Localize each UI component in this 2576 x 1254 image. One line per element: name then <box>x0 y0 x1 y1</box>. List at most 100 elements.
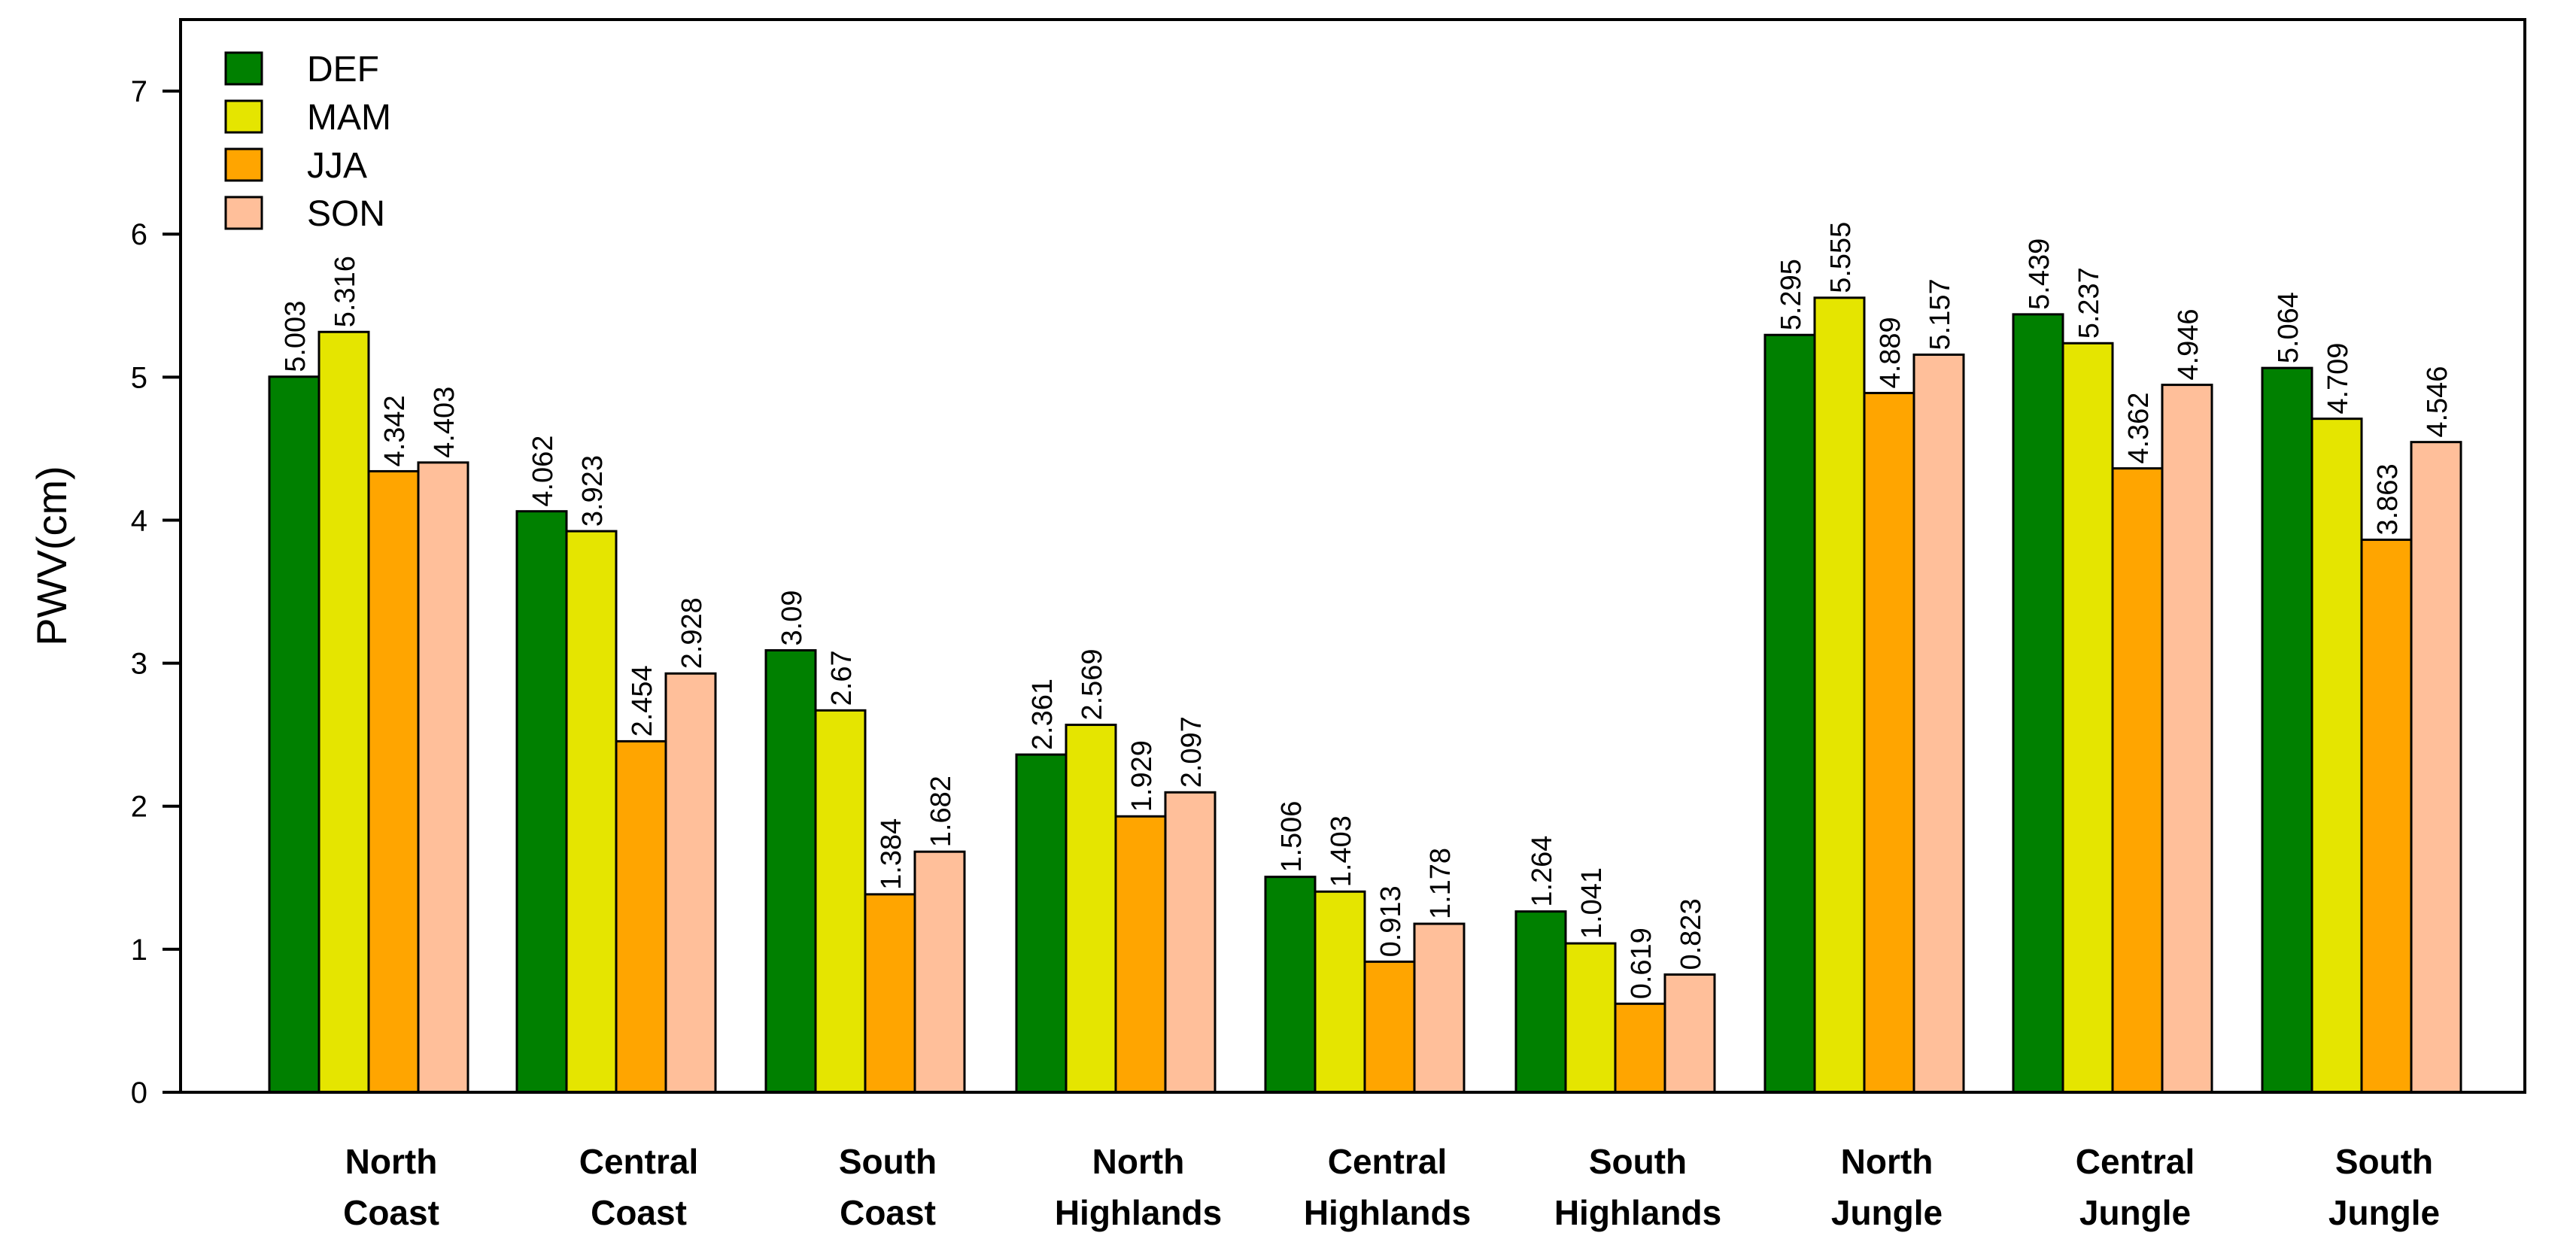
legend-swatch-def <box>224 51 263 86</box>
value-label-jja-1: 2.454 <box>627 665 658 736</box>
bar-jja-7 <box>2111 467 2164 1094</box>
legend-swatch-mam <box>224 99 263 134</box>
value-label-mam-2: 2.67 <box>826 650 858 706</box>
bar-son-3 <box>1164 791 1217 1094</box>
value-label-def-5: 1.264 <box>1526 836 1558 907</box>
value-label-son-3: 2.097 <box>1176 716 1208 788</box>
bar-jja-1 <box>615 739 667 1094</box>
x-category-label-1: Central Coast <box>579 1142 698 1232</box>
bar-jja-5 <box>1614 1002 1666 1094</box>
bar-def-1 <box>515 510 568 1094</box>
x-category-label-6: North Jungle <box>1831 1142 1943 1232</box>
bar-def-6 <box>1763 333 1816 1094</box>
value-label-jja-4: 0.913 <box>1375 885 1407 957</box>
value-label-jja-8: 3.863 <box>2372 463 2404 535</box>
value-label-son-0: 4.403 <box>429 387 460 458</box>
bar-jja-8 <box>2360 539 2413 1094</box>
value-label-mam-4: 1.403 <box>1326 815 1357 887</box>
bar-son-2 <box>913 850 966 1094</box>
value-label-son-2: 1.682 <box>925 776 957 847</box>
y-axis: 0 1 2 3 4 5 6 7 <box>131 75 181 1110</box>
bar-son-5 <box>1663 973 1716 1094</box>
value-label-def-4: 1.506 <box>1276 801 1308 873</box>
value-label-def-1: 4.062 <box>527 436 559 507</box>
bar-jja-2 <box>864 893 916 1094</box>
value-label-jja-6: 4.889 <box>1875 317 1906 388</box>
y-tick-label-7: 7 <box>131 75 147 108</box>
bar-son-0 <box>417 461 469 1094</box>
bar-jja-0 <box>367 469 420 1094</box>
bars-group <box>268 296 2462 1094</box>
bar-def-3 <box>1015 753 1068 1094</box>
value-label-jja-7: 4.362 <box>2123 393 2155 464</box>
plot-frame <box>179 18 2526 1094</box>
value-label-mam-7: 5.237 <box>2073 267 2105 339</box>
value-label-son-8: 4.546 <box>2422 366 2453 438</box>
value-label-def-3: 2.361 <box>1027 679 1059 750</box>
bar-def-5 <box>1514 910 1567 1094</box>
value-label-mam-1: 3.923 <box>577 455 609 527</box>
bar-mam-2 <box>814 709 867 1094</box>
legend-swatch-son <box>224 196 263 230</box>
x-category-labels: North Coast Central Coast South Coast North Hig… <box>343 1142 2440 1232</box>
value-label-def-6: 5.295 <box>1776 259 1807 330</box>
bar-son-6 <box>1912 353 1965 1094</box>
value-label-def-7: 5.439 <box>2024 238 2055 310</box>
value-label-def-8: 5.064 <box>2273 292 2304 363</box>
legend-label-jja: JJA <box>307 146 367 186</box>
bar-mam-0 <box>317 330 370 1094</box>
value-label-son-7: 4.946 <box>2173 309 2204 381</box>
x-category-label-7: Central Jungle <box>2076 1142 2195 1232</box>
value-label-mam-3: 2.569 <box>1077 648 1108 720</box>
legend-label-son: SON <box>307 194 385 234</box>
y-tick-label-0: 0 <box>131 1076 147 1110</box>
y-tick-label-5: 5 <box>131 361 147 394</box>
x-category-label-4: Central Highlands <box>1304 1142 1471 1232</box>
y-axis-label: PWV(cm) <box>28 466 75 646</box>
bar-son-7 <box>2161 384 2213 1094</box>
bar-def-7 <box>2012 313 2064 1094</box>
value-label-son-4: 1.178 <box>1425 848 1457 919</box>
bar-def-0 <box>268 375 320 1094</box>
bar-son-4 <box>1413 922 1466 1094</box>
legend-label-def: DEF <box>307 50 379 90</box>
y-tick-label-3: 3 <box>131 648 147 681</box>
bar-mam-6 <box>1813 296 1866 1094</box>
value-label-jja-5: 0.619 <box>1626 928 1657 999</box>
bar-def-8 <box>2261 366 2313 1094</box>
value-label-son-5: 0.823 <box>1675 898 1707 970</box>
value-label-mam-5: 1.041 <box>1576 867 1608 939</box>
x-category-label-5: South Highlands <box>1554 1142 1721 1232</box>
bar-mam-4 <box>1314 890 1366 1094</box>
bar-mam-7 <box>2061 342 2114 1094</box>
value-labels-group: 5.003 5.316 4.342 4.403 4.062 3.923 2.454 2.928… <box>280 222 2453 1000</box>
legend-label-mam: MAM <box>307 98 391 138</box>
value-label-jja-0: 4.342 <box>379 395 411 466</box>
value-label-def-0: 5.003 <box>280 301 311 372</box>
bar-jja-6 <box>1863 391 1915 1094</box>
value-label-mam-6: 5.555 <box>1825 222 1857 293</box>
x-category-label-3: North Highlands <box>1055 1142 1222 1232</box>
bar-mam-1 <box>565 530 618 1094</box>
value-label-son-1: 2.928 <box>676 597 708 669</box>
value-label-son-6: 5.157 <box>1924 278 1956 350</box>
legend-swatch-jja <box>224 147 263 182</box>
bar-jja-4 <box>1363 960 1416 1094</box>
bar-def-2 <box>764 648 817 1094</box>
value-label-jja-2: 1.384 <box>876 818 907 890</box>
y-tick-label-2: 2 <box>131 791 147 824</box>
bar-mam-8 <box>2310 417 2363 1094</box>
bar-def-4 <box>1264 876 1317 1094</box>
x-category-label-0: North Coast <box>343 1142 439 1232</box>
y-tick-label-1: 1 <box>131 934 147 967</box>
value-label-mam-8: 4.709 <box>2322 343 2354 414</box>
bar-son-8 <box>2410 441 2462 1094</box>
x-category-label-8: South Jungle <box>2328 1142 2440 1232</box>
x-category-label-2: South Coast <box>839 1142 937 1232</box>
value-label-mam-0: 5.316 <box>330 256 361 327</box>
value-label-def-2: 3.09 <box>776 591 808 646</box>
bar-son-1 <box>664 672 717 1094</box>
legend: DEF MAM JJA SON <box>224 50 391 234</box>
bar-mam-5 <box>1564 942 1617 1094</box>
